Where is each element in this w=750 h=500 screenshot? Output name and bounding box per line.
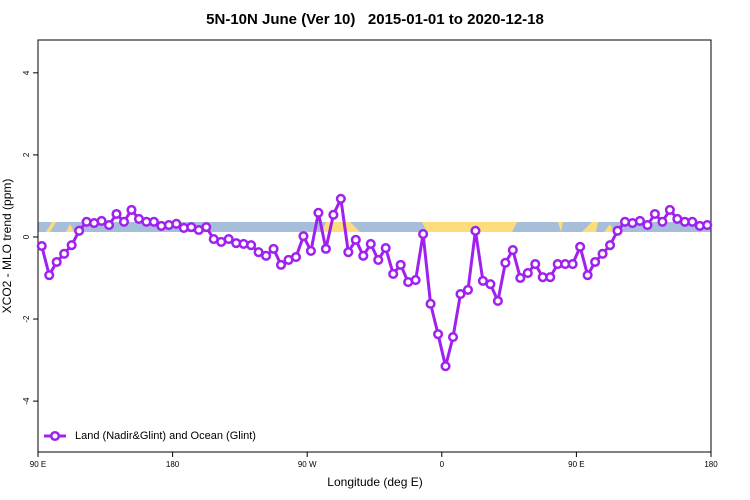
data-point [418,229,429,240]
data-point [492,295,503,307]
data-point [470,225,481,236]
data-point [373,254,384,266]
data-point [343,247,354,258]
land-patch [604,224,614,232]
y-tick-label: 4 [22,70,31,75]
data-point [433,329,444,340]
data-point [103,220,115,231]
x-tick-label: 180 [166,460,180,469]
data-point [590,256,601,268]
data-point [51,256,62,268]
x-tick-label: 90 W [298,460,317,469]
data-point [44,270,55,281]
data-point [74,225,85,236]
data-point [634,215,646,227]
x-axis-label: Longitude (deg E) [327,475,422,489]
data-point [36,240,47,252]
data-point [702,220,713,231]
land-patch [558,222,563,232]
series [36,193,713,372]
data-point [126,204,137,215]
data-point [358,250,369,261]
data-point [380,243,391,254]
data-point [59,248,70,259]
data-point [530,259,541,270]
data-point [612,225,623,236]
data-point [66,240,77,251]
chart-title: 5N-10N June (Ver 10) 2015-01-01 to 2020-… [206,11,544,28]
data-point [246,240,257,251]
data-point [313,207,324,218]
data-point [642,220,653,231]
data-point [507,245,518,256]
data-point [575,241,586,252]
data-point [275,259,287,270]
data-point [515,272,526,284]
legend-marker [49,430,61,442]
data-point [649,208,660,220]
x-tick-label: 0 [440,460,445,469]
data-point [253,247,264,258]
data-point [597,248,608,259]
x-tick-label: 180 [704,460,718,469]
y-tick-label: -2 [22,315,31,323]
data-point [298,231,309,242]
land-patch [46,222,56,232]
data-point [111,208,122,220]
data-point [268,243,279,254]
data-point [335,193,346,204]
data-point [582,270,593,281]
data-point [567,259,578,270]
data-point [290,252,302,263]
data-point [664,204,675,215]
data-point [455,288,466,300]
data-point [171,218,182,229]
land-patch [422,222,517,232]
data-point [447,332,459,343]
data-point [365,238,376,249]
data-point [261,250,272,261]
data-point [350,234,361,245]
data-point [96,215,107,227]
data-point [605,240,616,251]
data-point [545,272,556,283]
data-point [657,216,668,227]
y-tick-label: -4 [22,397,31,405]
data-point [328,209,339,220]
data-point [201,222,212,233]
legend-entry: Land (Nadir&Glint) and Ocean (Glint) [44,430,256,442]
land-patch [66,224,74,232]
data-point [687,216,698,227]
land-patch [582,222,598,232]
y-axis-label: XCO2 - MLO trend (ppm) [0,179,14,314]
data-point [388,268,399,279]
y-tick-label: 2 [22,152,31,157]
data-point [320,243,331,254]
data-point [118,216,130,227]
x-tick-label: 90 E [30,460,46,469]
data-point [223,233,234,245]
data-point [425,298,436,309]
data-point [500,257,511,268]
ocean-band [38,222,711,232]
data-point [395,259,406,270]
data-point [485,279,496,290]
legend-label: Land (Nadir&Glint) and Ocean (Glint) [75,430,256,442]
y-tick-label: 0 [22,234,31,239]
data-point [440,361,451,372]
x-tick-label: 90 E [568,460,584,469]
data-point [305,245,316,256]
data-point [410,275,421,286]
data-point [522,268,533,279]
data-point [462,284,474,295]
data-point [148,216,159,227]
